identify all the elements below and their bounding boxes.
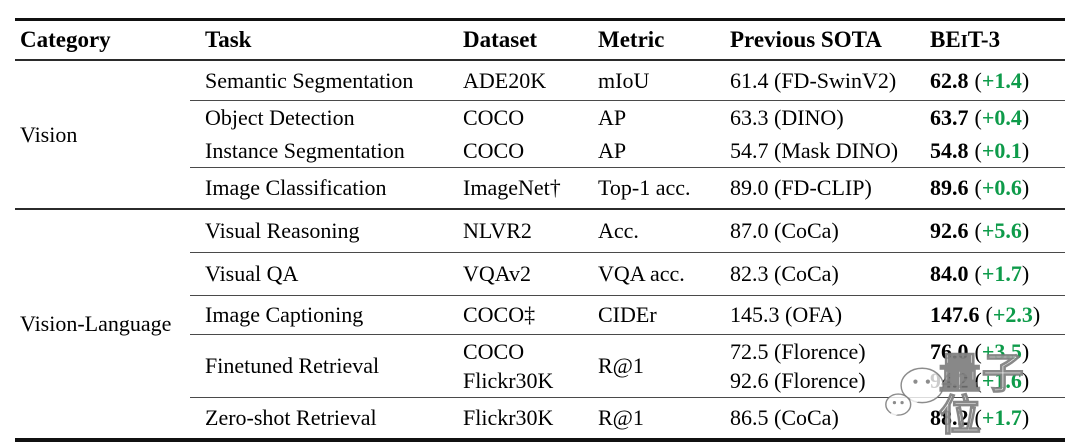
table-header-row: Category Task Dataset Metric Previous SO… — [15, 21, 1065, 61]
metric-cell: VQA acc. — [598, 261, 685, 286]
metric-cell: Top-1 acc. — [598, 175, 691, 200]
task-cell: Zero-shot Retrieval — [205, 405, 377, 430]
beit3-suffix: T-3 — [967, 27, 1001, 52]
header-task: Task — [205, 27, 252, 52]
task-cell: Visual QA — [205, 261, 299, 286]
dataset-cell: ImageNet† — [463, 175, 561, 200]
row-group: Zero-shot Retrieval Flickr30K R@1 86.5 (… — [190, 397, 1065, 438]
beit3-smallcap: I — [960, 31, 968, 51]
metric-cell: CIDEr — [598, 302, 657, 327]
row-group: Image Classification ImageNet† Top-1 acc… — [190, 167, 1065, 208]
row-group: Object Detection COCO AP 63.3 (DINO) 63.… — [190, 100, 1065, 167]
dataset-cell: COCO Flickr30K — [463, 339, 554, 393]
dataset-cell: Flickr30K — [463, 405, 554, 430]
table-row: Semantic Segmentation ADE20K mIoU 61.4 (… — [190, 61, 1065, 100]
category-label-vision: Vision — [20, 121, 78, 147]
header-category: Category — [20, 27, 111, 52]
section-vision: Vision Semantic Segmentation ADE20K mIoU… — [15, 61, 1065, 208]
previous-sota-cell: 63.3 (DINO) — [730, 104, 844, 130]
dataset-cell: NLVR2 — [463, 218, 532, 243]
row-group: Finetuned Retrieval COCO Flickr30K R@1 7… — [190, 334, 1065, 397]
row-group: Visual QA VQAv2 VQA acc. 82.3 (CoCa) 84.… — [190, 252, 1065, 295]
beit3-cell: 89.6 (+0.6) — [930, 175, 1030, 200]
category-label-vision-language: Vision-Language — [20, 311, 172, 336]
beit3-cell: 54.8 (+0.1) — [930, 137, 1030, 163]
previous-sota-cell: 86.5 (CoCa) — [730, 405, 839, 430]
beit3-cell: 92.6 (+5.6) — [930, 218, 1030, 243]
metric-cell: Acc. — [598, 218, 639, 243]
dataset-cell: ADE20K — [463, 67, 547, 93]
table-row: Image Classification ImageNet† Top-1 acc… — [190, 168, 1065, 208]
beit3-cell: 84.0 (+1.7) — [930, 261, 1030, 286]
dataset-cell: COCO — [463, 137, 525, 163]
table-row: Visual QA VQAv2 VQA acc. 82.3 (CoCa) 84.… — [190, 253, 1065, 295]
previous-sota-cell: 87.0 (CoCa) — [730, 218, 839, 243]
task-cell: Image Captioning — [205, 302, 364, 327]
metric-cell: AP — [598, 104, 627, 130]
header-dataset: Dataset — [463, 27, 538, 52]
table-row: Visual Reasoning NLVR2 Acc. 87.0 (CoCa) … — [190, 210, 1065, 252]
header-metric: Metric — [598, 27, 665, 52]
row-group: Image Captioning COCO‡ CIDEr 145.3 (OFA)… — [190, 295, 1065, 334]
metric-cell: R@1 — [598, 353, 644, 378]
task-cell: Semantic Segmentation — [205, 67, 414, 93]
task-cell: Object Detection — [205, 104, 355, 130]
header-previous-sota: Previous SOTA — [730, 27, 882, 52]
beit3-cell: 62.8 (+1.4) — [930, 67, 1030, 93]
previous-sota-cell: 145.3 (OFA) — [730, 302, 843, 327]
header-beit3: BEIT-3 — [930, 27, 1065, 53]
row-group: Visual Reasoning NLVR2 Acc. 87.0 (CoCa) … — [190, 210, 1065, 252]
dataset-cell: COCO — [463, 104, 525, 130]
beit3-cell: 63.7 (+0.4) — [930, 104, 1030, 130]
beit3-prefix: BE — [930, 27, 961, 52]
row-group: Semantic Segmentation ADE20K mIoU 61.4 (… — [190, 61, 1065, 100]
previous-sota-cell: 72.5 (Florence) 92.6 (Florence) — [730, 339, 866, 393]
task-cell: Visual Reasoning — [205, 218, 360, 243]
task-cell: Finetuned Retrieval — [205, 353, 380, 378]
task-cell: Image Classification — [205, 175, 387, 200]
previous-sota-cell: 54.7 (Mask DINO) — [730, 137, 899, 163]
metric-cell: mIoU — [598, 67, 650, 93]
section-vision-language: Vision-Language Visual Reasoning NLVR2 A… — [15, 208, 1065, 438]
beit3-cell: 76.0 (+3.5) 94.2 (+1.6) — [930, 339, 1030, 393]
task-cell: Instance Segmentation — [205, 137, 405, 163]
table-row: Finetuned Retrieval COCO Flickr30K R@1 7… — [190, 335, 1065, 397]
beit3-cell: 147.6 (+2.3) — [930, 302, 1041, 327]
previous-sota-cell: 82.3 (CoCa) — [730, 261, 839, 286]
table-row: Instance Segmentation COCO AP 54.7 (Mask… — [190, 134, 1065, 167]
table-row: Image Captioning COCO‡ CIDEr 145.3 (OFA)… — [190, 296, 1065, 334]
table-row: Zero-shot Retrieval Flickr30K R@1 86.5 (… — [190, 398, 1065, 438]
previous-sota-cell: 61.4 (FD-SwinV2) — [730, 67, 897, 93]
dataset-cell: VQAv2 — [463, 261, 532, 286]
metric-cell: R@1 — [598, 405, 644, 430]
metric-cell: AP — [598, 137, 627, 163]
previous-sota-cell: 89.0 (FD-CLIP) — [730, 175, 872, 200]
table-row: Object Detection COCO AP 63.3 (DINO) 63.… — [190, 101, 1065, 134]
dataset-cell: COCO‡ — [463, 302, 536, 327]
beit3-cell: 88.2 (+1.7) — [930, 405, 1030, 430]
benchmark-results-table: Category Task Dataset Metric Previous SO… — [15, 18, 1065, 442]
